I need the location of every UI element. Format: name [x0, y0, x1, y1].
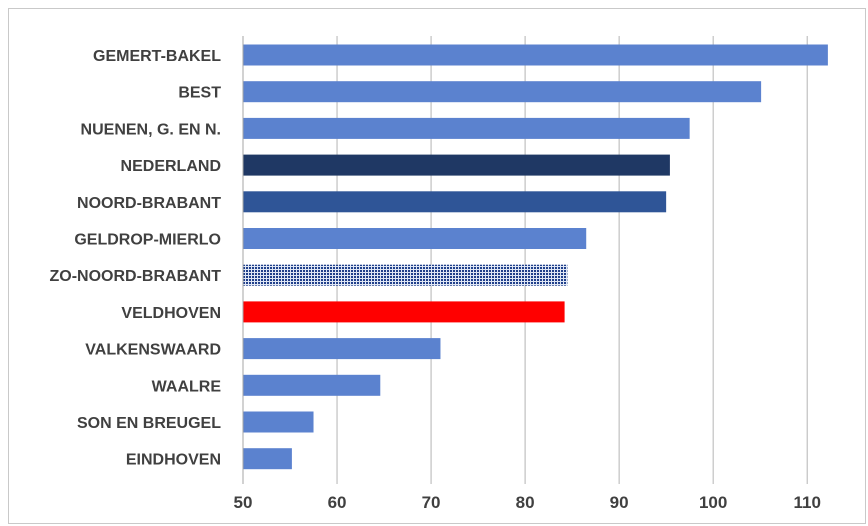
- x-tick-label: 60: [328, 493, 347, 512]
- x-tick-label: 80: [516, 493, 535, 512]
- x-tick-labels: 50 60 70 80 90 100 110: [234, 493, 821, 512]
- bar-nederland: [243, 154, 670, 176]
- category-labels: GEMERT-BAKEL BEST NUENEN, G. EN N. NEDERLAN…: [49, 48, 221, 469]
- category-label: ZO-NOORD-BRABANT: [49, 268, 221, 285]
- category-label: NUENEN, G. EN N.: [81, 121, 221, 138]
- bar-waalre: [243, 374, 381, 396]
- x-tick-label: 70: [422, 493, 441, 512]
- category-label: SON EN BREUGEL: [77, 415, 221, 432]
- bar-best: [243, 81, 762, 103]
- category-label: VELDHOVEN: [121, 305, 221, 322]
- x-tick-label: 100: [699, 493, 727, 512]
- category-label: VALKENSWAARD: [85, 342, 221, 359]
- category-label: GEMERT-BAKEL: [93, 48, 221, 65]
- bar-gemert-bakel: [243, 44, 828, 66]
- bar-veldhoven: [243, 301, 565, 323]
- category-label: NOORD-BRABANT: [77, 195, 221, 212]
- category-label: BEST: [178, 85, 221, 102]
- grid-lines: [336, 36, 808, 484]
- bar-valkenswaard: [243, 338, 441, 360]
- bar-zo-noord-brabant: [243, 264, 568, 286]
- bars: [243, 44, 828, 470]
- bar-son-en-breugel: [243, 411, 314, 433]
- bar-geldrop-mierlo: [243, 228, 587, 249]
- bar-eindhoven: [243, 448, 292, 470]
- category-label: GELDROP-MIERLO: [74, 232, 221, 249]
- x-tick-label: 50: [234, 493, 253, 512]
- category-label: WAALRE: [152, 378, 222, 395]
- x-tick-label: 110: [793, 493, 820, 512]
- category-label: EINDHOVEN: [126, 452, 221, 469]
- x-tick-label: 90: [610, 493, 629, 512]
- category-label: NEDERLAND: [121, 158, 221, 175]
- bar-noord-brabant: [243, 191, 667, 213]
- bar-nuenen-g-en-n: [243, 117, 690, 139]
